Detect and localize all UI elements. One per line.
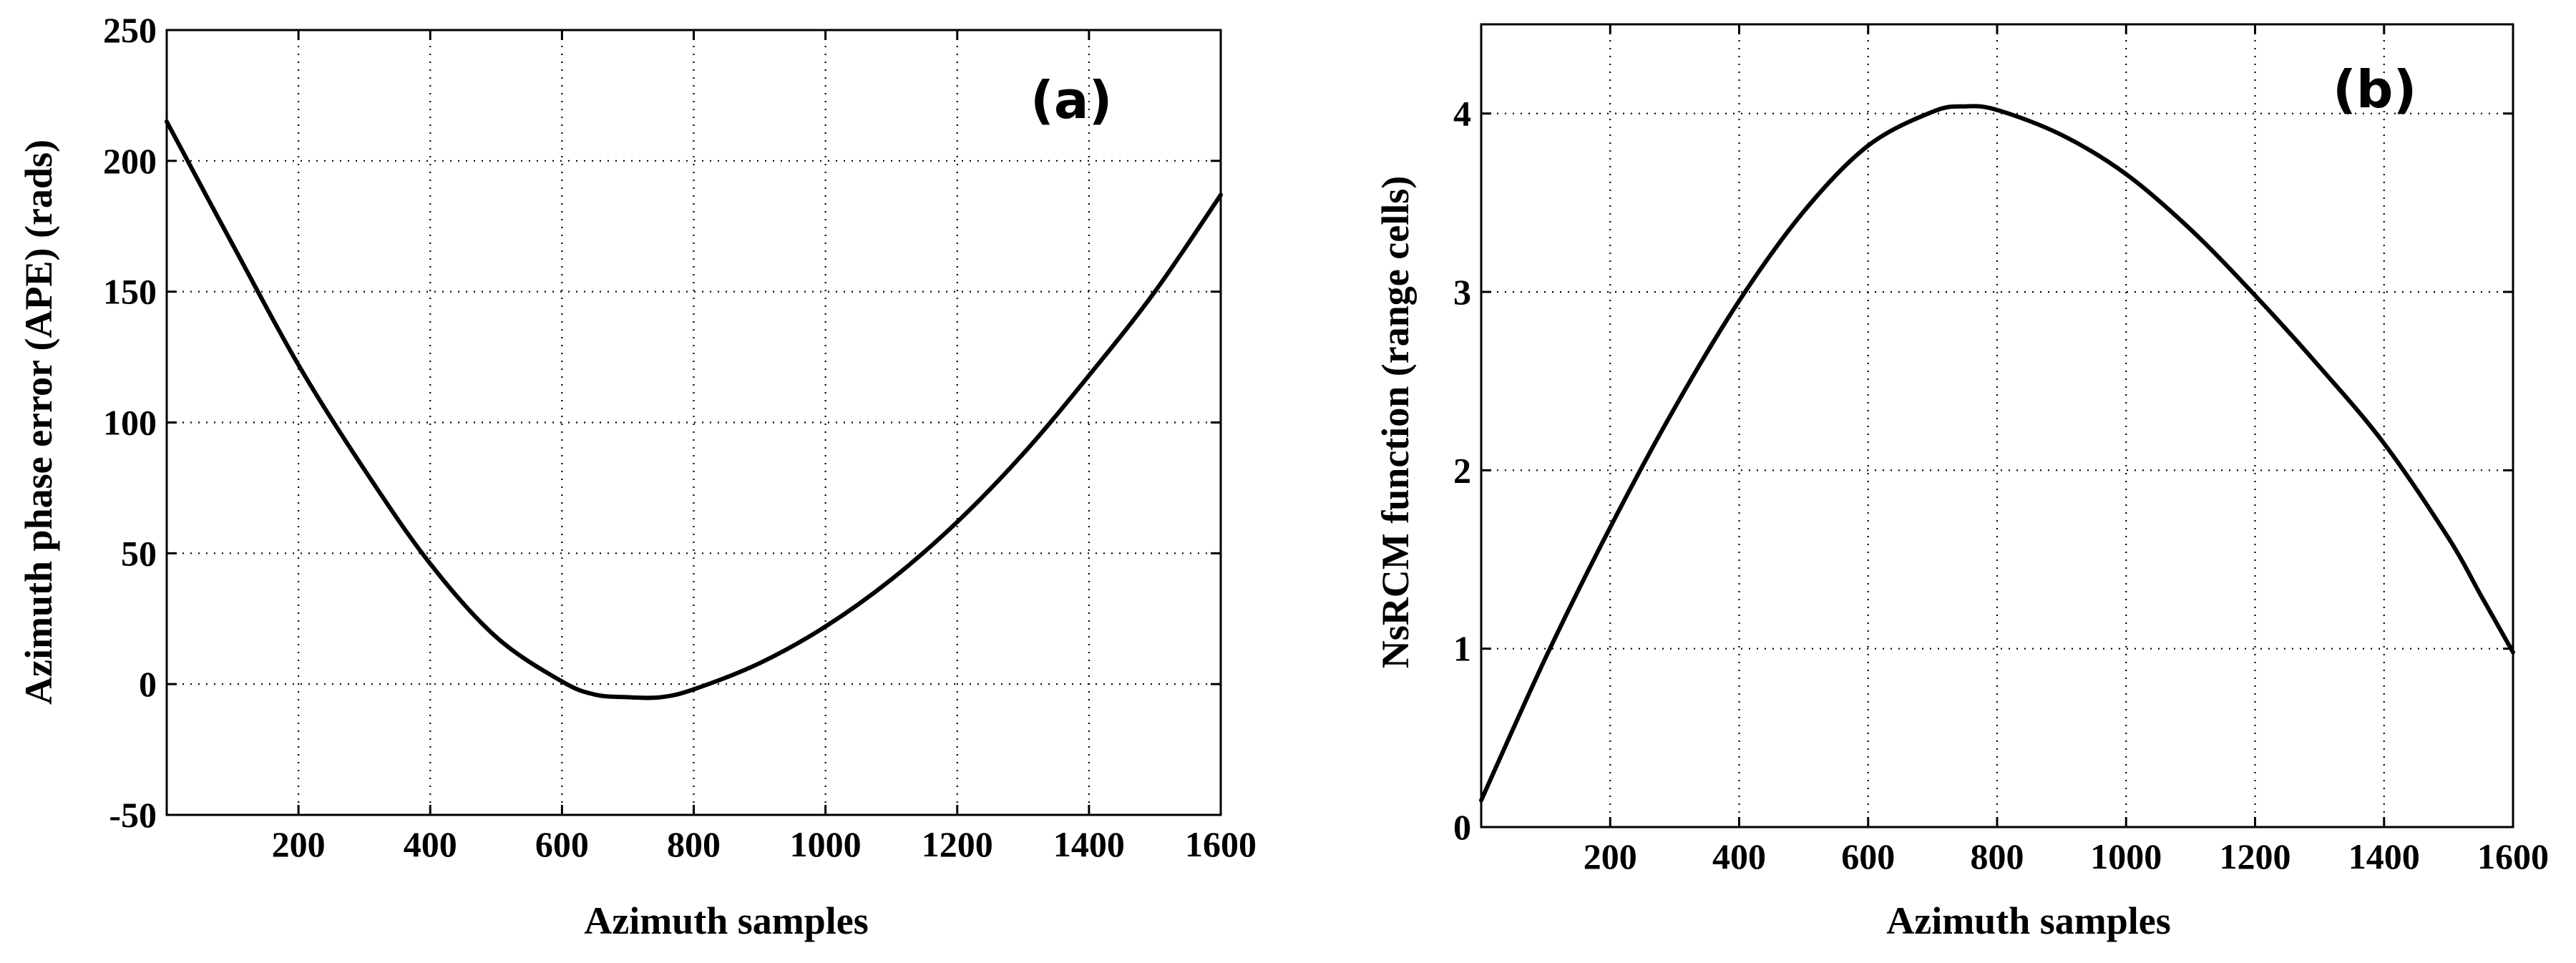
y-tick-label: 200 [103,141,157,181]
x-tick-label: 1200 [2220,836,2291,876]
y-tick-label: 1 [1453,629,1471,669]
series-line-nsrcm [1479,104,2515,803]
x-tick-label: 800 [1971,836,2024,876]
y-tick-label: 0 [139,664,157,704]
y-tick-label: 3 [1453,272,1471,312]
panel-label-b: (b) [2333,59,2416,119]
tick-labels-b: 200 400 600 800 1000 1200 1400 1600 0 1 2 3 4 [1453,94,2549,876]
y-axis-title-b: NsRCM function (range cells) [1374,176,1417,668]
y-tick-label: 100 [103,403,157,443]
x-tick-label: 800 [667,824,721,864]
x-tick-label: 400 [1712,836,1766,876]
y-tick-label: 250 [103,10,157,50]
y-tick-label: 150 [103,272,157,312]
y-tick-label: 50 [121,533,157,573]
x-tick-label: 600 [535,824,589,864]
x-tick-label: 1400 [1053,824,1125,864]
y-tick-label: 2 [1453,450,1471,490]
series-layer-a [165,119,1223,700]
panel-label-a: (a) [1030,70,1112,130]
x-tick-label: 400 [404,824,457,864]
tick-marks-a [167,29,1222,816]
x-tick-label: 600 [1841,836,1895,876]
x-axis-title-b: Azimuth samples [1886,899,2171,942]
tick-labels-a: 200 400 600 800 1000 1200 1400 1600 -50 0 50 100 150… [103,10,1257,864]
x-tick-label: 1000 [2090,836,2162,876]
x-tick-label: 1400 [2348,836,2420,876]
series-layer-b [1479,104,2515,803]
y-tick-label: 4 [1453,94,1471,134]
grid-lines-a [167,30,1221,815]
x-tick-label: 200 [1584,836,1637,876]
x-tick-label: 1200 [922,824,993,864]
series-line-ape [165,119,1223,700]
grid-lines-b [1481,24,2513,827]
y-tick-label: -50 [109,795,157,835]
chart-panel-b: 200 400 600 800 1000 1200 1400 1600 0 1 2 3 4 (b) Az… [1374,23,2549,942]
x-tick-label: 1600 [2477,836,2549,876]
x-tick-label: 200 [272,824,326,864]
x-axis-title-a: Azimuth samples [584,899,869,942]
chart-panel-a: 200 400 600 800 1000 1200 1400 1600 -50 0 50 100 150… [17,10,1257,942]
y-tick-label: 0 [1453,807,1471,847]
tick-marks-b [1481,24,2514,828]
x-tick-label: 1000 [790,824,862,864]
y-axis-title-a: Azimuth phase error (APE) (rads) [17,140,60,705]
x-tick-label: 1600 [1185,824,1257,864]
